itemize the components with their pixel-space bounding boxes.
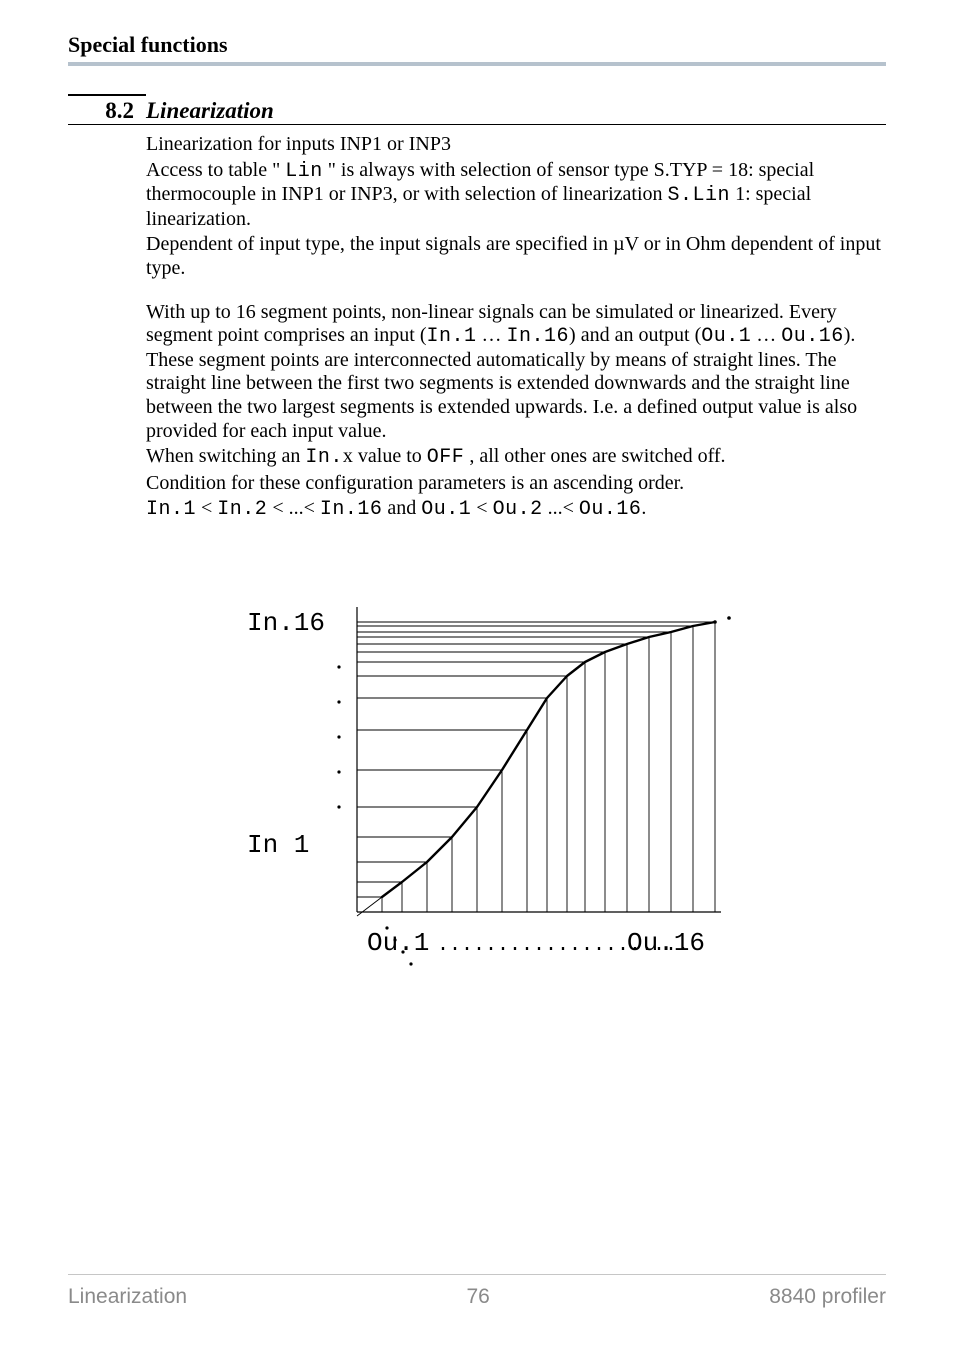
p7h: < <box>471 497 492 519</box>
paragraph-gap <box>146 283 886 301</box>
para-5-b: x value to <box>343 445 427 467</box>
seg-off: OFF <box>427 446 465 469</box>
para-5-c: , all other ones are switched off. <box>464 445 725 467</box>
para-4-b: … <box>477 324 507 346</box>
seg-in1b: In.1 <box>146 498 196 521</box>
para-2-a: Access to table " <box>146 159 285 181</box>
linearization-figure: In.16In 1Ou.1.....................Ou.16 <box>217 552 737 972</box>
seg-in16b: In.16 <box>320 498 383 521</box>
section-heading-block: 8.2 Linearization <box>68 94 886 125</box>
running-head: Special functions <box>68 32 886 58</box>
p7f: and <box>382 497 421 519</box>
footer-left: Linearization <box>68 1285 187 1309</box>
footer-right: 8840 profiler <box>769 1285 886 1309</box>
para-1: Linearization for inputs INP1 or INP3 <box>146 133 886 157</box>
seg-slin: S.Lin <box>668 184 731 207</box>
para-4: With up to 16 segment points, non-linear… <box>146 301 886 444</box>
footer-row: Linearization 76 8840 profiler <box>68 1285 886 1309</box>
svg-text:In.16: In.16 <box>247 608 325 638</box>
seg-in1: In.1 <box>427 325 477 348</box>
p7d: < ...< <box>267 497 320 519</box>
seg-inx: In. <box>305 446 343 469</box>
para-6: Condition for these configuration parame… <box>146 472 886 496</box>
seg-in16: In.16 <box>507 325 570 348</box>
header-rule <box>68 62 886 66</box>
seg-ou2: Ou.2 <box>493 498 543 521</box>
section-number: 8.2 <box>68 98 146 124</box>
footer-rule <box>68 1274 886 1275</box>
para-5: When switching an In.x value to OFF , al… <box>146 445 886 470</box>
footer: Linearization 76 8840 profiler <box>68 1274 886 1309</box>
p7l: . <box>641 497 646 519</box>
seg-ou16: Ou.16 <box>781 325 844 348</box>
svg-text:Ou.1: Ou.1 <box>367 928 429 958</box>
section-title: Linearization <box>146 98 274 124</box>
seg-ou1: Ou.1 <box>701 325 751 348</box>
p7j: ...< <box>543 497 579 519</box>
para-3: Dependent of input type, the input signa… <box>146 233 886 280</box>
para-4-d: … <box>751 324 781 346</box>
p7b: < <box>196 497 217 519</box>
svg-text:In 1: In 1 <box>247 830 309 860</box>
page: Special functions 8.2 Linearization Line… <box>0 0 954 1351</box>
para-5-a: When switching an <box>146 445 305 467</box>
section-heading-line: 8.2 Linearization <box>68 98 886 125</box>
svg-text:Ou.16: Ou.16 <box>627 928 705 958</box>
footer-center: 76 <box>466 1285 489 1309</box>
seg-in2: In.2 <box>217 498 267 521</box>
body-text: Linearization for inputs INP1 or INP3 Ac… <box>146 133 886 522</box>
section-number-overbar <box>68 94 146 96</box>
seg-ou16b: Ou.16 <box>579 498 642 521</box>
seg-lin: Lin <box>285 160 323 183</box>
para-7: In.1 < In.2 < ...< In.16 and Ou.1 < Ou.2… <box>146 497 886 522</box>
para-4-c: ) and an output ( <box>569 324 701 346</box>
seg-ou1b: Ou.1 <box>421 498 471 521</box>
para-2: Access to table " Lin " is always with s… <box>146 159 886 232</box>
